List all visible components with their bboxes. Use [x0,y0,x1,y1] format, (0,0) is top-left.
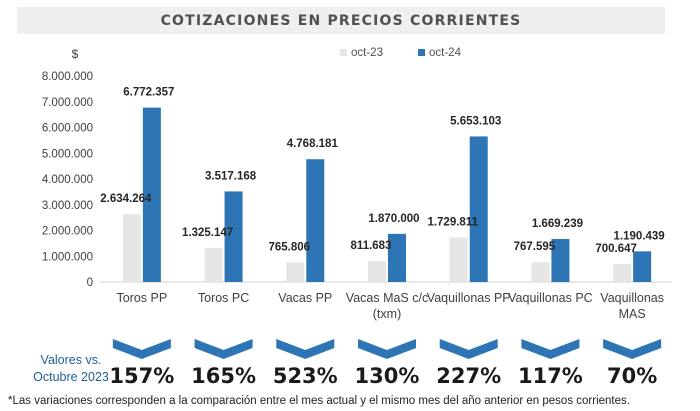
data-label-oct-23: 1.325.147 [182,227,233,239]
bar-oct-23 [368,261,386,282]
data-label-oct-24: 1.669.239 [532,218,583,230]
bar-oct-23 [122,214,141,282]
category-label: Vaquillonas PP [427,291,511,305]
category-label: Vaquillonas PC [508,291,593,305]
variations-label-line2: Octubre 2023 [33,370,109,384]
bar-oct-24 [224,191,243,282]
y-tick-label: 5.000.000 [42,148,93,160]
chevron-down-icon [276,339,335,359]
data-label-oct-24: 1.190.439 [614,230,665,242]
category-label: Toros PC [198,291,249,305]
category-label: Toros PP [116,291,167,305]
bar-oct-23 [531,262,550,282]
category-label-line: Vacas PP [278,291,332,305]
y-tick-label: 7.000.000 [42,97,93,109]
data-label-oct-24: 1.870.000 [368,213,419,225]
y-tick-label: 0 [87,277,93,289]
data-label-oct-24: 6.772.357 [123,87,174,99]
data-label-oct-24: 3.517.168 [205,170,257,182]
data-label-oct-23: 700.647 [595,243,637,255]
category-label-line: (txm) [373,307,401,321]
legend-swatch-oct-24 [418,49,425,56]
y-tick-label: 1.000.000 [42,251,93,263]
category-label: Vacas PP [278,291,332,305]
chevron-down-icon [439,339,498,359]
variation-percent: 523% [272,364,338,388]
legend-swatch-oct-23 [340,49,347,56]
chevron-down-icon [112,339,171,359]
y-tick-label: 3.000.000 [42,200,93,212]
chevron-down-icon [194,339,253,359]
bar-oct-23 [449,237,468,282]
data-label-oct-24: 4.768.181 [287,138,339,150]
y-tick-label: 6.000.000 [42,123,93,135]
category-label-line: Vacas MaS c/c [346,291,428,305]
footnote: *Las variaciones corresponden a la compa… [8,395,630,407]
variation-percent: 165% [191,364,256,388]
chevron-down-icon [521,339,580,359]
variation-percent: 157% [109,364,175,388]
bar-oct-24 [469,136,488,282]
category-label-line: Toros PP [116,291,167,305]
y-tick-label: 4.000.000 [42,174,93,186]
category-label: Vacas MaS c/c (txm) [346,291,428,321]
category-label-line: Vaquillonas [600,291,664,305]
category-label-line: Vaquillonas PC [508,291,593,305]
data-label-oct-23: 765.806 [268,241,310,253]
data-label-oct-23: 2.634.264 [100,193,152,205]
variations-label: Valores vs. Octubre 2023 [24,352,118,386]
bar-oct-24 [388,233,406,282]
category-label-line: MAS [619,307,646,321]
bar-oct-24 [551,239,570,282]
bar-oct-24 [306,159,325,282]
variation-percent: 130% [354,364,420,388]
legend-label-oct-24: oct-24 [429,47,462,59]
variation-percent: 70% [607,364,658,388]
bar-oct-23 [613,263,632,282]
category-label-line: Vaquillonas PP [427,291,511,305]
y-tick-label: 8.000.000 [42,71,93,83]
y-axis-label: $ [72,47,79,61]
variation-percent: 227% [436,364,502,388]
category-label: Vaquillonas MAS [600,291,664,321]
data-label-oct-23: 767.595 [514,241,556,253]
bar-oct-23 [204,247,223,282]
bar-oct-24 [633,251,652,282]
bar-oct-23 [286,262,305,282]
data-label-oct-23: 1.729.811 [427,216,478,228]
variation-percent: 117% [517,364,583,388]
data-label-oct-24: 5.653.103 [450,115,501,127]
bar-oct-24 [142,107,161,282]
variations-label-line1: Valores vs. [40,353,102,367]
data-label-oct-23: 811.683 [351,240,392,252]
chevron-down-icon [358,339,416,359]
category-label-line: Toros PC [198,291,249,305]
chart-title: COTIZACIONES EN PRECIOS CORRIENTES [160,12,522,29]
y-tick-label: 2.000.000 [42,226,93,238]
legend-label-oct-23: oct-23 [351,47,383,59]
chart-title-bar: COTIZACIONES EN PRECIOS CORRIENTES [17,7,665,34]
chevron-down-icon [603,339,662,359]
